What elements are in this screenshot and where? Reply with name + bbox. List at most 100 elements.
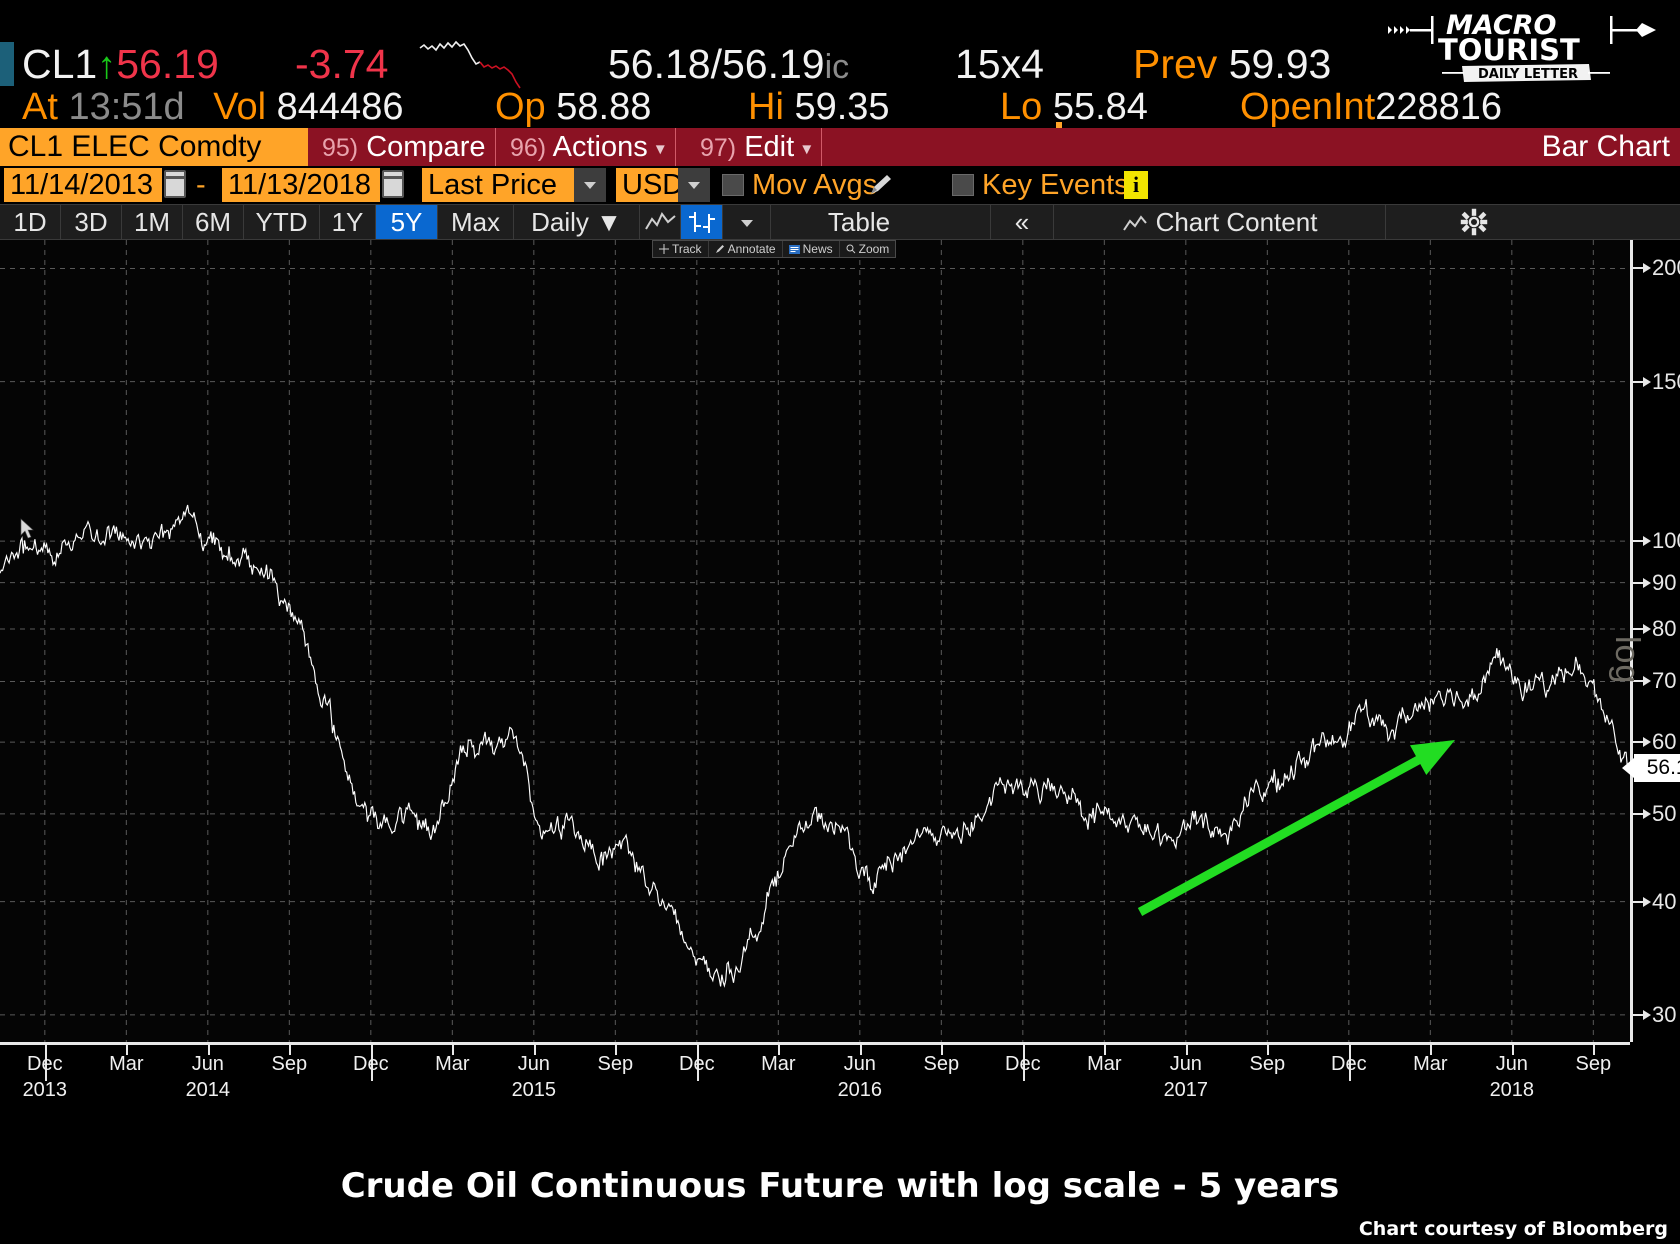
- mov-avgs-checkbox[interactable]: [722, 174, 744, 196]
- bid-ask-suffix: ic: [824, 48, 850, 86]
- pencil-icon[interactable]: [868, 172, 894, 198]
- op-value: 58.88: [556, 86, 652, 128]
- logo-line-2: TOURIST: [1438, 33, 1580, 67]
- x-axis-tick: [44, 1045, 47, 1081]
- x-axis-tick: [615, 1045, 618, 1055]
- track-tool[interactable]: Track: [653, 241, 709, 257]
- x-axis-tick: [1267, 1045, 1270, 1055]
- ticker-color-block: [0, 42, 14, 86]
- collapse-button[interactable]: «: [990, 205, 1054, 239]
- compare-label: Compare: [366, 131, 486, 163]
- trend-arrow-annotation: [1137, 740, 1455, 916]
- frequency-label: Daily: [531, 207, 589, 237]
- x-axis-month-label: Jun: [1495, 1053, 1528, 1075]
- magnifier-icon: [846, 244, 855, 254]
- net-change: -3.74: [295, 41, 389, 87]
- settings-gear-button[interactable]: [1386, 205, 1562, 239]
- calendar-icon[interactable]: [164, 170, 186, 198]
- period-6m[interactable]: 6M: [183, 205, 244, 239]
- period-3d[interactable]: 3D: [61, 205, 122, 239]
- at-label: At: [22, 86, 58, 128]
- x-axis-tick: [1185, 1045, 1188, 1055]
- news-icon: [788, 244, 800, 254]
- compare-button[interactable]: 95) Compare: [312, 128, 497, 166]
- price-field-select[interactable]: Last Price: [422, 168, 574, 202]
- actions-label: Actions: [552, 131, 648, 163]
- y-axis-line: [1630, 240, 1633, 1042]
- y-axis-tick: [1633, 623, 1651, 634]
- frequency-select[interactable]: Daily ▼: [531, 207, 622, 237]
- period-5y[interactable]: 5Y: [376, 205, 438, 239]
- bar-chart-icon[interactable]: [681, 205, 723, 239]
- open-group: Op 58.88: [495, 88, 651, 126]
- vol-label: Vol: [213, 86, 267, 128]
- x-axis-tick: [1104, 1045, 1107, 1055]
- period-ytd[interactable]: YTD: [244, 205, 320, 239]
- x-axis-month-label: Sep: [1575, 1053, 1612, 1075]
- y-axis: 200 150 100 90 80 70 60 50 40 30 log 56.19: [1608, 240, 1680, 1042]
- x-axis-tick: [1022, 1045, 1025, 1081]
- floating-chart-toolbar[interactable]: Track Annotate News Zoom: [652, 240, 897, 258]
- x-axis-tick: [1593, 1045, 1596, 1055]
- chart-style-dropdown[interactable]: [723, 205, 771, 239]
- chart-plot-area[interactable]: [0, 240, 1630, 1042]
- chart-content-button[interactable]: Chart Content: [1054, 205, 1386, 239]
- y-axis-tick: [1633, 577, 1651, 588]
- y-axis-tick: [1633, 676, 1651, 687]
- y-axis-tick: [1633, 896, 1651, 907]
- zoom-tool[interactable]: Zoom: [840, 241, 896, 257]
- currency-dropdown-arrow[interactable]: [678, 168, 710, 202]
- x-axis-tick: [126, 1045, 129, 1055]
- date-to-input[interactable]: 11/13/2018: [222, 168, 380, 202]
- x-axis-year-label: 2013: [22, 1079, 68, 1101]
- y-axis-label: 150: [1652, 368, 1680, 394]
- x-axis-month-label: Dec: [1005, 1053, 1041, 1075]
- x-axis-line: [0, 1042, 1630, 1045]
- x-axis-tick: [289, 1045, 292, 1055]
- bid-ask-value: 56.18/56.19: [608, 41, 825, 87]
- x-axis-month-label: Dec: [353, 1053, 389, 1075]
- chevron-down-icon: ▾: [802, 138, 812, 159]
- edit-button[interactable]: 97) Edit ▾: [690, 128, 823, 166]
- price-chart-svg: [0, 240, 1630, 1042]
- x-axis-tick: [941, 1045, 944, 1055]
- actions-number: 96): [510, 134, 547, 162]
- info-icon[interactable]: i: [1124, 171, 1148, 199]
- news-tool[interactable]: News: [783, 241, 840, 257]
- security-input[interactable]: CL1 ELEC Comdty: [0, 128, 308, 166]
- y-axis-label: 50: [1652, 800, 1677, 826]
- quote-line-1: CL1↑56.19: [22, 44, 219, 86]
- x-axis-month-label: Dec: [27, 1053, 63, 1075]
- actions-button[interactable]: 96) Actions ▾: [500, 128, 676, 166]
- annotate-tool[interactable]: Annotate: [709, 241, 783, 257]
- prev-close: Prev 59.93: [1133, 44, 1331, 85]
- x-axis-year-label: 2015: [511, 1079, 557, 1101]
- edit-label: Edit: [744, 131, 795, 163]
- bid-ask-quote: 56.18/56.19ic: [608, 44, 849, 85]
- log-scale-watermark: log: [1608, 636, 1646, 685]
- x-axis-month-label: Sep: [923, 1053, 960, 1075]
- x-axis-month-label: Sep: [271, 1053, 308, 1075]
- x-axis-month-label: Sep: [597, 1053, 634, 1075]
- x-axis-tick: [696, 1045, 699, 1081]
- chart-credit: Chart courtesy of Bloomberg: [1358, 1218, 1668, 1240]
- news-label: News: [802, 242, 833, 256]
- table-button[interactable]: Table: [827, 207, 891, 237]
- calendar-icon[interactable]: [382, 170, 404, 198]
- key-events-label: Key Events: [982, 169, 1129, 201]
- annotate-label: Annotate: [727, 242, 776, 256]
- price-field-dropdown-arrow[interactable]: [574, 168, 606, 202]
- date-from-input[interactable]: 11/14/2013: [4, 168, 162, 202]
- period-1m[interactable]: 1M: [122, 205, 183, 239]
- edit-number: 97): [700, 134, 737, 162]
- key-events-checkbox[interactable]: [952, 174, 974, 196]
- line-chart-icon[interactable]: [639, 205, 681, 239]
- currency-select[interactable]: USD: [616, 168, 683, 202]
- pencil-icon: [715, 245, 724, 253]
- period-1y[interactable]: 1Y: [320, 205, 376, 239]
- x-axis-month-label: Sep: [1249, 1053, 1286, 1075]
- period-max[interactable]: Max: [438, 205, 514, 239]
- x-axis-tick: [452, 1045, 455, 1055]
- mouse-cursor-icon: [20, 518, 34, 539]
- period-1d[interactable]: 1D: [0, 205, 61, 239]
